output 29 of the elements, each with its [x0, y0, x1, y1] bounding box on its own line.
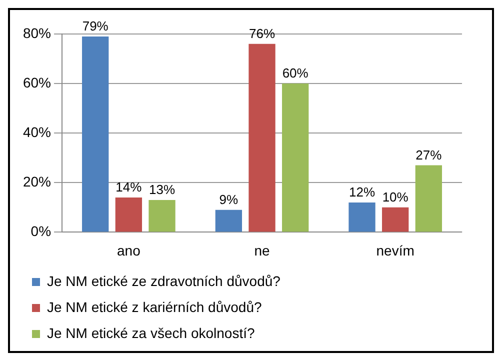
y-tick-label: 20%: [22, 174, 52, 190]
data-label: 14%: [116, 180, 142, 195]
y-tick-label: 60%: [22, 74, 52, 90]
legend-label: Je NM etické z kariérních důvodů?: [47, 298, 262, 315]
bar: [282, 84, 309, 232]
x-tick-label: nevím: [376, 242, 414, 258]
bar: [115, 198, 142, 232]
x-tick-label: ne: [254, 242, 270, 258]
y-tick-label: 40%: [22, 124, 52, 140]
data-label: 13%: [149, 182, 176, 198]
bar: [348, 202, 376, 232]
data-label: 60%: [282, 66, 309, 81]
x-tick-label: ano: [117, 242, 141, 258]
data-label: 10%: [382, 190, 409, 205]
legend-label: Je NM etické za všech okolností?: [47, 324, 255, 341]
y-tick-label: 80%: [22, 24, 52, 41]
data-label: 12%: [348, 184, 376, 200]
data-label: 76%: [248, 26, 276, 41]
bar: [415, 165, 442, 232]
bar: [82, 36, 109, 232]
data-label: 9%: [219, 192, 239, 207]
bar: [382, 207, 409, 232]
bar: [215, 210, 242, 232]
data-label: 79%: [82, 18, 109, 34]
legend-label: Je NM etické ze zdravotních důvodů?: [47, 272, 281, 289]
bar: [148, 200, 176, 232]
data-label: 27%: [416, 147, 442, 162]
y-tick-label: 0%: [30, 223, 52, 240]
bar: [248, 44, 276, 232]
